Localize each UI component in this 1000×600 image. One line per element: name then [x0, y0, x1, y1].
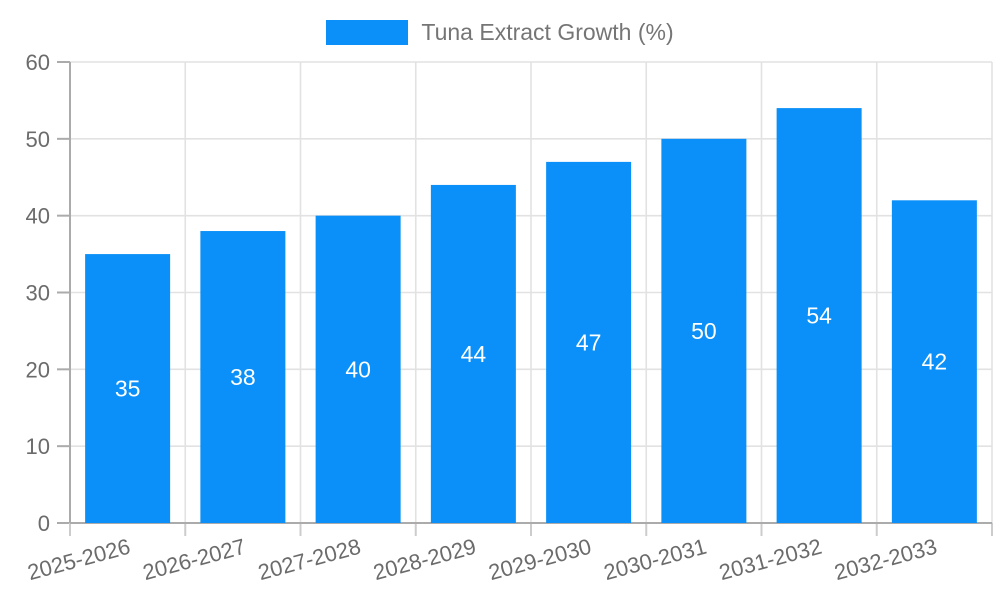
- bar: [200, 231, 286, 524]
- bar-value-label: 42: [922, 349, 948, 375]
- bar-value-label: 54: [806, 303, 832, 329]
- bar: [315, 215, 401, 523]
- y-tick-label: 30: [26, 281, 50, 306]
- bar-value-label: 50: [691, 318, 717, 344]
- x-tick-label: 2025-2026: [25, 534, 133, 585]
- y-tick-label: 60: [26, 50, 50, 75]
- bar-value-label: 35: [115, 376, 141, 402]
- bar-value-label: 40: [345, 356, 371, 382]
- x-tick-label: 2029-2030: [486, 534, 594, 585]
- bar-value-label: 38: [230, 364, 256, 390]
- x-tick-label: 2031-2032: [716, 534, 824, 585]
- y-tick-label: 20: [26, 357, 50, 382]
- bar: [776, 108, 862, 523]
- bar-value-label: 44: [461, 341, 487, 367]
- y-tick-label: 50: [26, 127, 50, 152]
- x-tick-label: 2030-2031: [601, 534, 709, 585]
- y-tick-label: 40: [26, 204, 50, 229]
- x-tick-label: 2028-2029: [371, 534, 479, 585]
- bar: [430, 184, 516, 523]
- bar: [891, 200, 977, 524]
- x-tick-label: 2032-2033: [832, 534, 940, 585]
- y-tick-label: 10: [26, 434, 50, 459]
- bar: [661, 138, 747, 524]
- x-tick-label: 2027-2028: [255, 534, 363, 585]
- bar-value-label: 47: [576, 329, 602, 355]
- bar: [85, 254, 171, 524]
- y-tick-label: 0: [38, 511, 50, 536]
- x-tick-label: 2026-2027: [140, 534, 248, 585]
- bar: [546, 161, 632, 523]
